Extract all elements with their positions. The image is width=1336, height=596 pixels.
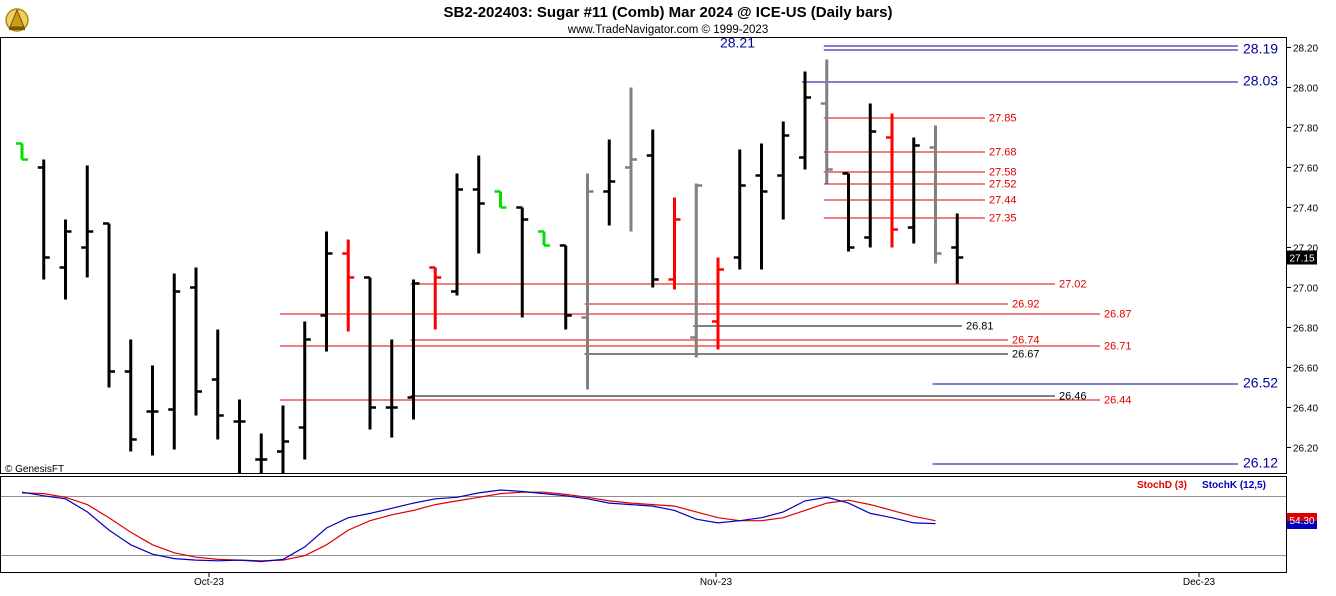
level-label: 27.44 (989, 195, 1017, 207)
y-tick-label: 26.20 (1293, 444, 1318, 455)
y-tick-label: 28.00 (1293, 84, 1318, 95)
logo-icon (5, 8, 29, 32)
level-label: 26.74 (1012, 335, 1040, 347)
y-tick-label: 26.80 (1293, 324, 1318, 335)
level-label: 26.12 (1243, 455, 1278, 471)
last-price-tag (1287, 250, 1317, 265)
level-label: 27.52 (989, 179, 1017, 191)
price-panel (0, 37, 1287, 474)
y-tick-label: 26.60 (1293, 364, 1318, 375)
level-label: 26.67 (1012, 349, 1040, 361)
level-label: 26.81 (966, 321, 994, 333)
x-tick-label: Dec-23 (1183, 577, 1216, 588)
level-label: 26.71 (1104, 341, 1132, 353)
y-tick-label: 26.40 (1293, 404, 1318, 415)
stoch-k-legend: StochK (12,5) (1202, 480, 1266, 491)
level-label: 27.85 (989, 113, 1017, 125)
level-label: 28.19 (1243, 41, 1278, 57)
level-label: 28.21 (720, 35, 755, 51)
y-tick-label: 27.40 (1293, 204, 1318, 215)
level-label: 26.92 (1012, 299, 1040, 311)
level-label: 27.35 (989, 213, 1017, 225)
stoch-value-tag-k (1287, 521, 1317, 529)
level-label: 28.03 (1243, 73, 1278, 89)
x-tick-label: Nov-23 (700, 577, 733, 588)
level-label: 27.58 (989, 167, 1017, 179)
chart-subtitle: www.TradeNavigator.com © 1999-2023 (567, 24, 768, 36)
level-label: 27.68 (989, 147, 1017, 159)
y-tick-label: 28.20 (1293, 44, 1318, 55)
level-label: 26.44 (1104, 395, 1132, 407)
stoch-value-tag (1287, 513, 1317, 521)
last-price-label: 27.15 (1289, 254, 1314, 265)
stoch-d-legend: StochD (3) (1137, 480, 1187, 491)
stoch-panel (0, 476, 1287, 573)
stoch-value-label: 54.30 (1289, 516, 1314, 527)
stoch-k-line (21, 489, 936, 563)
level-label: 26.87 (1104, 309, 1132, 321)
level-label: 27.02 (1059, 279, 1087, 291)
y-tick-label: 27.00 (1293, 284, 1318, 295)
y-tick-label: 27.80 (1293, 124, 1318, 135)
stoch-d-line (21, 491, 936, 562)
x-tick-label: Oct-23 (194, 577, 224, 588)
level-label: 26.52 (1243, 375, 1278, 391)
y-tick-label: 27.20 (1293, 244, 1318, 255)
level-label: 26.46 (1059, 391, 1087, 403)
watermark: © GenesisFT (5, 464, 64, 475)
y-tick-label: 27.60 (1293, 164, 1318, 175)
chart-title: SB2-202403: Sugar #11 (Comb) Mar 2024 @ … (444, 4, 893, 21)
